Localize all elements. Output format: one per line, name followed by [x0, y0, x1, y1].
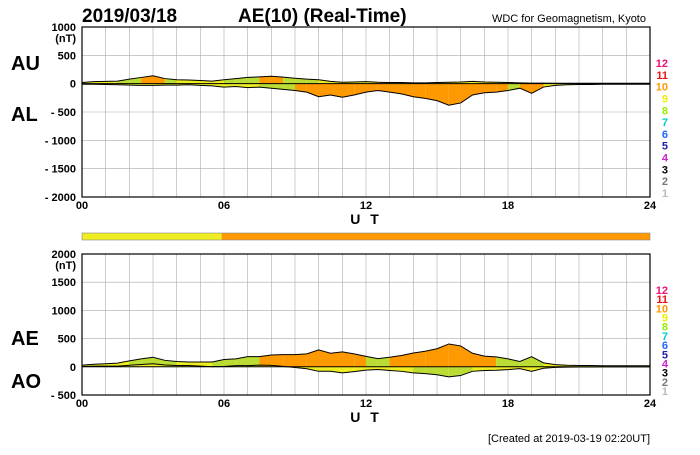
- al-label: AL: [11, 104, 38, 126]
- y-tick-label: - 500: [51, 107, 76, 119]
- date-title: 2019/03/18: [82, 6, 177, 27]
- al-fill-segment: [449, 84, 461, 106]
- ae-label: AE: [11, 328, 39, 350]
- x-tick-label: 06: [218, 200, 230, 212]
- scale-level-1: 1: [662, 386, 668, 398]
- y-tick-label: - 500: [51, 390, 76, 402]
- scale-level-6: 6: [662, 129, 668, 141]
- scale-level-2: 2: [662, 176, 668, 188]
- scale-level-10: 10: [656, 82, 668, 94]
- au-fill-segment: [260, 76, 272, 83]
- y-tick-label: - 2000: [45, 192, 76, 204]
- ao-fill-segment: [319, 367, 331, 372]
- scale-level-4: 4: [662, 153, 669, 165]
- y-tick-label: - 1500: [45, 164, 76, 176]
- scale-level-11: 11: [656, 70, 668, 82]
- index-title: AE(10) (Real-Time): [238, 6, 407, 27]
- credit-label: WDC for Geomagnetism, Kyoto: [492, 13, 646, 25]
- x-tick-label: 18: [502, 200, 514, 212]
- y-tick-label: 500: [58, 50, 76, 62]
- activity-bar-segment: [222, 233, 650, 240]
- y-tick-label: - 1000: [45, 135, 76, 147]
- al-fill-segment: [437, 84, 449, 106]
- x-tick-label: 06: [218, 398, 230, 410]
- ae-fill-segment: [307, 350, 319, 367]
- ae-fill-segment: [437, 344, 449, 367]
- al-fill-segment: [425, 84, 437, 101]
- scale-level-5: 5: [662, 141, 668, 153]
- ao-label: AO: [11, 371, 41, 393]
- y-tick-label: 500: [58, 334, 76, 346]
- y-tick-label: 0: [70, 362, 76, 374]
- ae-fill-segment: [484, 356, 496, 367]
- ae-fill-segment: [520, 357, 532, 367]
- scale-level-12: 12: [656, 58, 668, 70]
- x-axis-label: U T: [350, 211, 382, 227]
- al-fill-segment: [484, 84, 496, 93]
- x-tick-label: 00: [76, 398, 88, 410]
- scale-level-1: 1: [662, 188, 668, 200]
- y-tick-label: 0: [70, 79, 76, 91]
- unit-label: (nT): [55, 33, 76, 45]
- footer-created: [Created at 2019-03-19 02:20UT]: [488, 433, 650, 445]
- ao-fill-segment: [461, 367, 473, 376]
- x-axis-label: U T: [350, 409, 382, 425]
- x-tick-label: 18: [502, 398, 514, 410]
- ae-fill-segment: [283, 355, 295, 367]
- scale-level-9: 9: [662, 93, 668, 105]
- x-tick-label: 24: [644, 200, 657, 212]
- al-fill-segment: [461, 84, 473, 103]
- ae-fill-segment: [342, 352, 354, 367]
- au-label: AU: [11, 53, 40, 75]
- ae-fill-segment: [271, 355, 283, 367]
- unit-label: (nT): [55, 260, 76, 272]
- activity-bar-segment: [82, 233, 222, 240]
- ae-fill-segment: [331, 352, 343, 367]
- ae-fill-segment: [295, 354, 307, 367]
- y-tick-label: 1500: [52, 277, 76, 289]
- scale-level-8: 8: [662, 105, 668, 117]
- ae-fill-segment: [413, 351, 425, 367]
- scale-level-7: 7: [662, 117, 668, 129]
- x-tick-label: 24: [644, 398, 657, 410]
- au-fill-segment: [248, 77, 260, 84]
- activity-bar: [82, 233, 650, 240]
- al-fill-segment: [319, 84, 331, 97]
- al-fill-segment: [413, 84, 425, 99]
- scale-level-3: 3: [662, 164, 668, 176]
- x-tick-label: 00: [76, 200, 88, 212]
- y-tick-label: 1000: [52, 305, 76, 317]
- ae-fill-segment: [425, 349, 437, 367]
- ae-fill-segment: [449, 344, 461, 367]
